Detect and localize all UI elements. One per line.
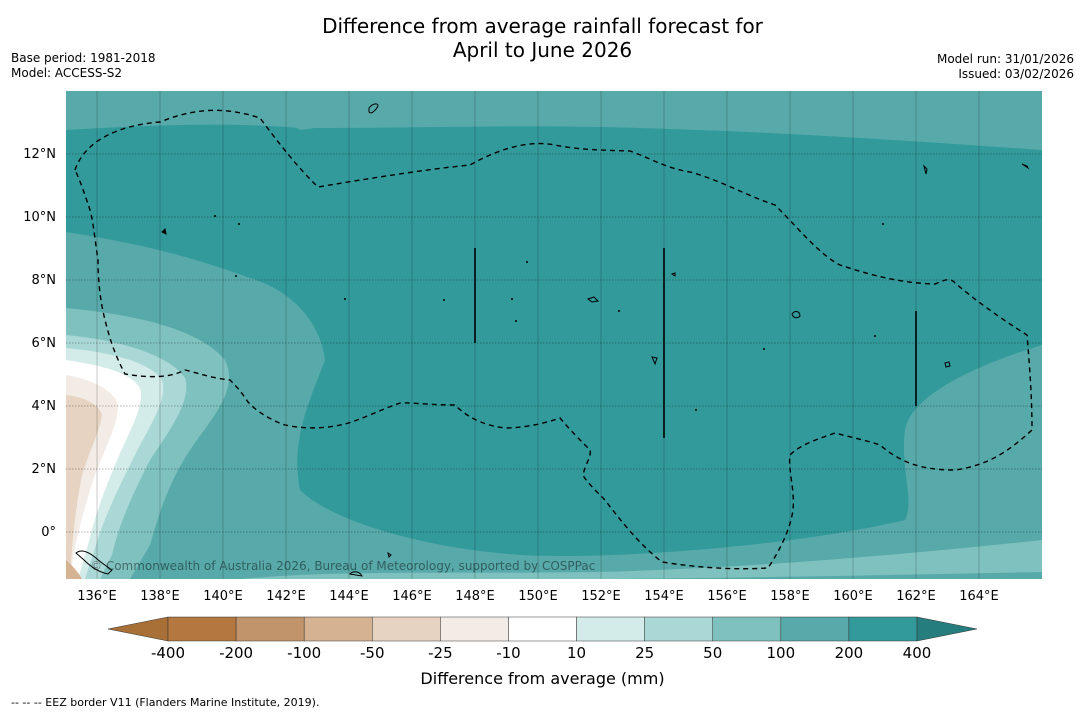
colorbar-tick-label: 400 xyxy=(903,644,932,662)
colorbar-labels: -400 -200 -100 -50 -25 -10 10 25 50 100 200 400 xyxy=(151,644,931,662)
colorbar-swatch xyxy=(644,616,713,642)
lon-label-150e: 150°E xyxy=(518,589,558,604)
footnote: -- -- -- EEZ border V11 (Flanders Marine… xyxy=(11,696,320,709)
lon-label-138e: 138°E xyxy=(140,589,180,604)
band-minus50-minus25 xyxy=(66,395,102,579)
colorbar-tick-label: -100 xyxy=(287,644,321,662)
lat-label-4n: 4°N xyxy=(32,399,57,414)
meta-right: Model run: 31/01/2026 Issued: 03/02/2026 xyxy=(937,52,1074,82)
lat-label-2n: 2°N xyxy=(32,462,57,477)
lat-label-10n: 10°N xyxy=(23,210,56,225)
band-top-strip xyxy=(250,91,1042,130)
lon-label-156e: 156°E xyxy=(707,589,747,604)
colorbar-swatch xyxy=(372,616,441,642)
colorbar-swatch xyxy=(712,616,782,642)
band-minus100-minus50 xyxy=(66,560,82,579)
model-run-text: Model run: 31/01/2026 xyxy=(936,52,1074,66)
lat-label-8n: 8°N xyxy=(32,273,57,288)
title-line-1: Difference from average rainfall forecas… xyxy=(322,14,763,38)
colorbar-extend-low xyxy=(107,616,169,642)
lat-label-6n: 6°N xyxy=(32,336,57,351)
title-line-2: April to June 2026 xyxy=(452,38,633,62)
colorbar-swatch xyxy=(303,616,373,642)
colorbar-tick-label: 200 xyxy=(835,644,864,662)
map-title: Difference from average rainfall forecas… xyxy=(0,14,1085,62)
colorbar-title: Difference from average (mm) xyxy=(420,669,665,688)
lat-gridlines xyxy=(66,153,1042,533)
lat-label-0: 0° xyxy=(41,525,56,540)
meta-left: Base period: 1981-2018 Model: ACCESS-S2 xyxy=(11,51,156,81)
eez-segments xyxy=(474,248,917,438)
base-period-text: Base period: 1981-2018 xyxy=(11,51,156,65)
colorbar-tick-label: -50 xyxy=(360,644,385,662)
colorbar-tick-label: -10 xyxy=(496,644,521,662)
lon-label-154e: 154°E xyxy=(644,589,684,604)
colorbar-swatch xyxy=(780,616,850,642)
islands xyxy=(75,103,1030,577)
colorbar-tick-label: 25 xyxy=(635,644,654,662)
colorbar-swatches xyxy=(167,616,918,642)
lon-label-136e: 136°E xyxy=(77,589,117,604)
colorbar-tick-label: 100 xyxy=(766,644,795,662)
lon-label-142e: 142°E xyxy=(266,589,306,604)
colorbar-tick-label: -400 xyxy=(151,644,185,662)
colorbar-swatch xyxy=(576,616,645,642)
lon-label-140e: 140°E xyxy=(203,589,243,604)
colorbar-tick-label: 50 xyxy=(703,644,722,662)
model-text: Model: ACCESS-S2 xyxy=(11,66,123,80)
lon-label-162e: 162°E xyxy=(896,589,936,604)
colorbar-swatch xyxy=(848,616,918,642)
band-bottom-light xyxy=(240,540,1042,579)
lon-label-146e: 146°E xyxy=(392,589,432,604)
colorbar-tick-label: 10 xyxy=(567,644,586,662)
atolls xyxy=(214,215,884,411)
lon-label-164e: 164°E xyxy=(959,589,999,604)
lon-label-160e: 160°E xyxy=(833,589,873,604)
lon-label-152e: 152°E xyxy=(581,589,621,604)
eez-border xyxy=(74,109,1033,570)
lat-label-12n: 12°N xyxy=(23,147,56,162)
lon-labels: 136°E 138°E 140°E 142°E 144°E 146°E 148°… xyxy=(77,589,999,604)
colorbar-swatch xyxy=(235,616,305,642)
colorbar-swatch xyxy=(508,616,577,642)
rainfall-contours: © Commonwealth of Australia 2026, Bureau… xyxy=(66,91,1042,579)
colorbar-tick-label: -200 xyxy=(219,644,253,662)
issued-text: Issued: 03/02/2026 xyxy=(958,67,1074,81)
colorbar-extend-high xyxy=(916,616,978,642)
lat-labels: 12°N 10°N 8°N 6°N 4°N 2°N 0° xyxy=(23,147,56,540)
lon-label-148e: 148°E xyxy=(455,589,495,604)
colorbar-swatch xyxy=(440,616,509,642)
copyright-text: © Commonwealth of Australia 2026, Bureau… xyxy=(90,559,595,573)
colorbar-tick-label: -25 xyxy=(428,644,453,662)
lon-label-144e: 144°E xyxy=(329,589,369,604)
colorbar: -400 -200 -100 -50 -25 -10 10 25 50 100 200 400 xyxy=(107,616,978,662)
lon-label-158e: 158°E xyxy=(770,589,810,604)
colorbar-swatch xyxy=(167,616,237,642)
